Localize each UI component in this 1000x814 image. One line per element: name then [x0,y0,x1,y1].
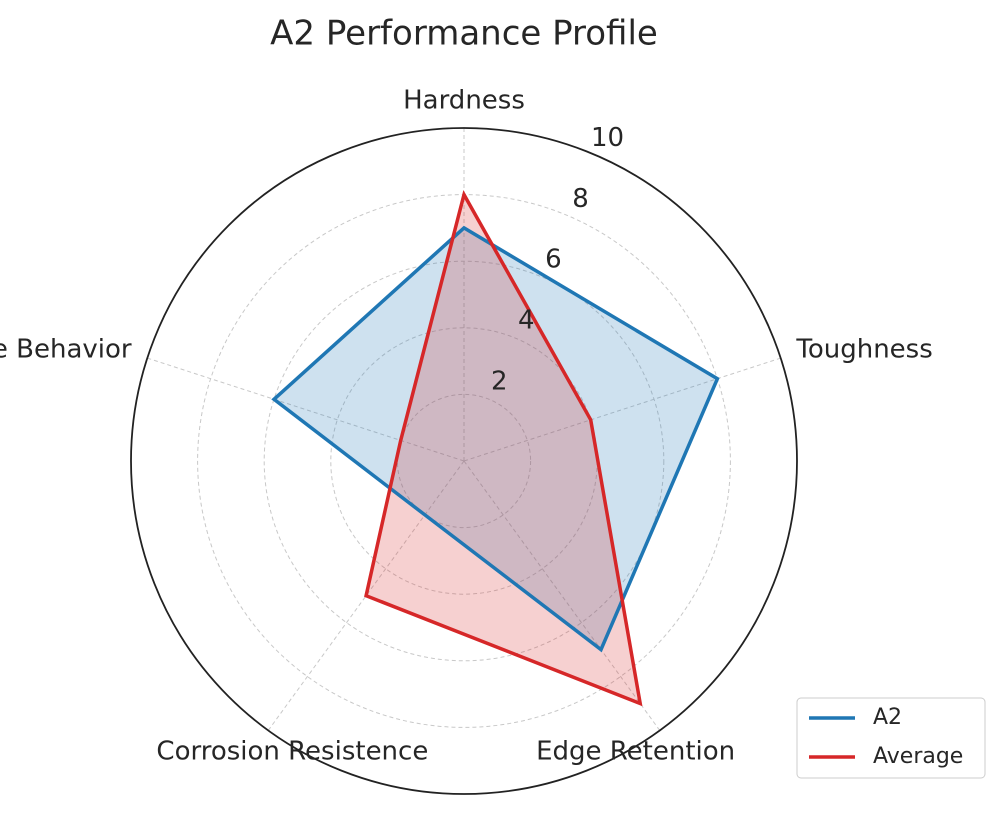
series-line [364,189,643,707]
r-tick-label: 8 [572,184,589,214]
legend-label: A2 [873,705,902,730]
r-tick-label: 6 [545,245,562,275]
legend-label: Average [873,744,963,769]
series-area [274,227,718,650]
legend: A2 Average [796,697,986,779]
series-line [271,225,720,653]
r-tick-label: 4 [518,306,535,336]
category-label: Edge Retention [536,737,735,767]
series-area [366,194,641,704]
category-label: Toughness [795,334,932,364]
r-tick-label: 2 [491,366,508,396]
grid-circle [396,393,532,529]
category-label: Hardness [403,86,525,116]
chart-title: A2 Performance Profile [270,14,658,54]
category-label: Corrosion Resistence [156,737,428,767]
r-tick-label: 10 [591,123,624,153]
category-label: Edge Behavior [0,334,132,364]
outer-frame [130,127,798,795]
